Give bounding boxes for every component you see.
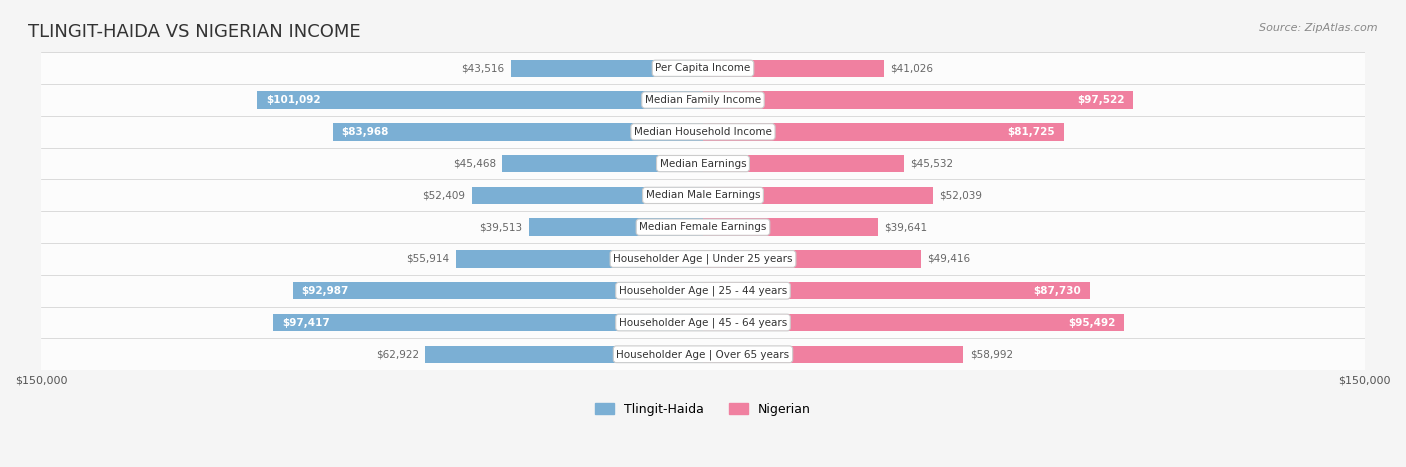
Bar [703, 59, 884, 77]
Bar [41, 148, 1365, 179]
Text: $92,987: $92,987 [302, 286, 349, 296]
Text: Median Male Earnings: Median Male Earnings [645, 191, 761, 200]
Text: $83,968: $83,968 [342, 127, 389, 137]
Bar [257, 91, 703, 109]
Bar [510, 59, 703, 77]
Bar [41, 84, 1365, 116]
Bar [41, 52, 1365, 84]
Bar [703, 123, 1063, 141]
Bar [703, 187, 932, 204]
Bar [502, 155, 703, 172]
Bar [273, 314, 703, 331]
Bar [529, 219, 703, 236]
Bar [703, 155, 904, 172]
Text: Median Female Earnings: Median Female Earnings [640, 222, 766, 232]
Bar [41, 243, 1365, 275]
Bar [41, 307, 1365, 339]
Text: $97,522: $97,522 [1077, 95, 1125, 105]
Text: Householder Age | 45 - 64 years: Householder Age | 45 - 64 years [619, 317, 787, 328]
Text: Median Household Income: Median Household Income [634, 127, 772, 137]
Text: $101,092: $101,092 [266, 95, 321, 105]
Text: Per Capita Income: Per Capita Income [655, 63, 751, 73]
Text: TLINGIT-HAIDA VS NIGERIAN INCOME: TLINGIT-HAIDA VS NIGERIAN INCOME [28, 23, 361, 42]
Text: Source: ZipAtlas.com: Source: ZipAtlas.com [1260, 23, 1378, 33]
Text: $97,417: $97,417 [283, 318, 330, 327]
Text: $39,641: $39,641 [884, 222, 928, 232]
Legend: Tlingit-Haida, Nigerian: Tlingit-Haida, Nigerian [591, 398, 815, 421]
Text: Median Family Income: Median Family Income [645, 95, 761, 105]
Bar [703, 219, 877, 236]
Bar [41, 211, 1365, 243]
Text: $41,026: $41,026 [890, 63, 934, 73]
Text: $55,914: $55,914 [406, 254, 450, 264]
Text: $58,992: $58,992 [970, 349, 1012, 359]
Bar [457, 250, 703, 268]
Bar [703, 314, 1125, 331]
Bar [472, 187, 703, 204]
Text: $87,730: $87,730 [1033, 286, 1081, 296]
Text: $39,513: $39,513 [479, 222, 522, 232]
Text: Median Earnings: Median Earnings [659, 159, 747, 169]
Text: Householder Age | Under 25 years: Householder Age | Under 25 years [613, 254, 793, 264]
Text: Householder Age | 25 - 44 years: Householder Age | 25 - 44 years [619, 285, 787, 296]
Bar [41, 339, 1365, 370]
Bar [426, 346, 703, 363]
Text: $49,416: $49,416 [928, 254, 970, 264]
Bar [41, 179, 1365, 211]
Bar [41, 116, 1365, 148]
Bar [41, 275, 1365, 307]
Bar [703, 282, 1090, 299]
Text: $43,516: $43,516 [461, 63, 505, 73]
Text: Householder Age | Over 65 years: Householder Age | Over 65 years [616, 349, 790, 360]
Text: $95,492: $95,492 [1069, 318, 1115, 327]
Text: $45,468: $45,468 [453, 159, 496, 169]
Bar [703, 91, 1133, 109]
Bar [703, 250, 921, 268]
Bar [292, 282, 703, 299]
Text: $62,922: $62,922 [375, 349, 419, 359]
Text: $52,409: $52,409 [422, 191, 465, 200]
Bar [333, 123, 703, 141]
Text: $52,039: $52,039 [939, 191, 983, 200]
Text: $45,532: $45,532 [911, 159, 953, 169]
Text: $81,725: $81,725 [1007, 127, 1054, 137]
Bar [703, 346, 963, 363]
